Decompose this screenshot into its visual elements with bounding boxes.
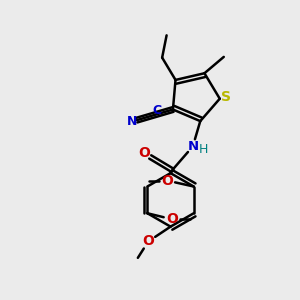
Text: H: H — [199, 143, 208, 156]
Text: O: O — [142, 235, 154, 248]
Text: O: O — [166, 212, 178, 226]
Text: C: C — [153, 104, 162, 117]
Text: S: S — [221, 90, 231, 104]
Text: N: N — [187, 140, 198, 153]
Text: O: O — [161, 174, 173, 188]
Text: N: N — [126, 115, 137, 128]
Text: O: O — [139, 146, 151, 160]
